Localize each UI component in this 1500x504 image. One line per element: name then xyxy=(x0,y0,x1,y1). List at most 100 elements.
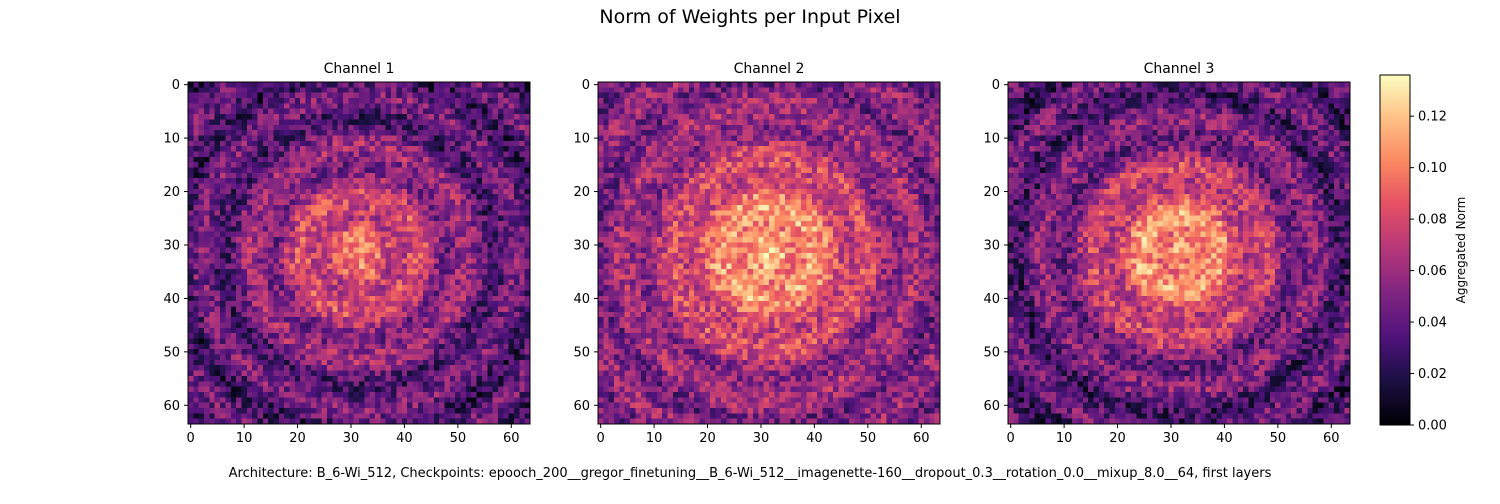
heatmap-cell xyxy=(263,285,269,291)
heatmap-cell xyxy=(828,87,834,93)
heatmap-cell xyxy=(461,178,467,184)
heatmap-cell xyxy=(263,114,269,120)
heatmap-cell xyxy=(455,194,461,200)
heatmap-cell xyxy=(833,135,839,141)
heatmap-cell xyxy=(306,205,312,211)
heatmap-cell xyxy=(204,371,210,377)
heatmap-cell xyxy=(252,387,258,393)
heatmap-cell xyxy=(402,200,408,206)
heatmap-cell xyxy=(705,141,711,147)
heatmap-cell xyxy=(225,119,231,125)
heatmap-cell xyxy=(343,312,349,318)
heatmap-cell xyxy=(455,157,461,163)
heatmap-cell xyxy=(716,119,722,125)
heatmap-cell xyxy=(188,178,194,184)
heatmap-cell xyxy=(412,237,418,243)
heatmap-cell xyxy=(263,269,269,275)
heatmap-cell xyxy=(268,173,274,179)
heatmap-cell xyxy=(423,253,429,259)
heatmap-cell xyxy=(279,280,285,286)
heatmap-cell xyxy=(855,109,861,115)
heatmap-cell xyxy=(498,119,504,125)
heatmap-cell xyxy=(215,226,221,232)
heatmap-cell xyxy=(598,146,604,152)
heatmap-cell xyxy=(252,360,258,366)
heatmap-cell xyxy=(209,146,215,152)
heatmap-cell xyxy=(929,93,935,99)
heatmap-cell xyxy=(300,178,306,184)
heatmap-cell xyxy=(461,317,467,323)
heatmap-cell xyxy=(375,397,381,403)
heatmap-cell xyxy=(220,269,226,275)
heatmap-cell xyxy=(635,98,641,104)
heatmap-cell xyxy=(348,226,354,232)
heatmap-cell xyxy=(322,93,328,99)
heatmap-cell xyxy=(445,413,451,419)
heatmap-cell xyxy=(268,397,274,403)
heatmap-cell xyxy=(498,157,504,163)
heatmap-cell xyxy=(833,130,839,136)
heatmap-cell xyxy=(332,200,338,206)
heatmap-cell xyxy=(402,285,408,291)
heatmap-cell xyxy=(204,200,210,206)
heatmap-cell xyxy=(188,216,194,222)
y-tick-label: 60 xyxy=(163,399,180,414)
heatmap-cell xyxy=(348,285,354,291)
heatmap-cell xyxy=(332,333,338,339)
heatmap-cell xyxy=(860,103,866,109)
heatmap-cell xyxy=(348,344,354,350)
heatmap-cell xyxy=(412,141,418,147)
heatmap-cell xyxy=(455,408,461,414)
heatmap-cell xyxy=(822,82,828,88)
heatmap-cell xyxy=(268,413,274,419)
heatmap-cell xyxy=(892,98,898,104)
heatmap-cell xyxy=(263,194,269,200)
heatmap-cell xyxy=(764,109,770,115)
heatmap-cell xyxy=(418,387,424,393)
heatmap-cell xyxy=(466,269,472,275)
heatmap-cell xyxy=(359,258,365,264)
heatmap-cell xyxy=(509,87,515,93)
heatmap-cell xyxy=(519,184,525,190)
heatmap-cell xyxy=(311,248,317,254)
heatmap-cell xyxy=(332,371,338,377)
heatmap-cell xyxy=(461,125,467,131)
heatmap-cell xyxy=(252,322,258,328)
heatmap-cell xyxy=(737,93,743,99)
heatmap-cell xyxy=(498,306,504,312)
heatmap-cell xyxy=(482,216,488,222)
heatmap-cell xyxy=(311,168,317,174)
heatmap-cell xyxy=(327,264,333,270)
heatmap-cell xyxy=(929,141,935,147)
heatmap-cell xyxy=(231,130,237,136)
heatmap-cell xyxy=(380,82,386,88)
heatmap-cell xyxy=(509,333,515,339)
heatmap-cell xyxy=(519,98,525,104)
heatmap-cell xyxy=(519,130,525,136)
heatmap-cell xyxy=(402,205,408,211)
heatmap-cell xyxy=(257,280,263,286)
heatmap-cell xyxy=(348,360,354,366)
heatmap-cell xyxy=(860,119,866,125)
heatmap-cell xyxy=(493,387,499,393)
heatmap-cell xyxy=(477,285,483,291)
heatmap-cell xyxy=(225,114,231,120)
heatmap-cell xyxy=(445,237,451,243)
heatmap-cell xyxy=(849,114,855,120)
heatmap-cell xyxy=(407,365,413,371)
heatmap-cell xyxy=(290,232,296,238)
heatmap-cell xyxy=(241,135,247,141)
heatmap-cell xyxy=(386,146,392,152)
heatmap-cell xyxy=(407,264,413,270)
heatmap-cell xyxy=(641,93,647,99)
heatmap-cell xyxy=(897,103,903,109)
heatmap-cell xyxy=(300,290,306,296)
heatmap-cell xyxy=(503,157,509,163)
heatmap-cell xyxy=(268,269,274,275)
heatmap-cell xyxy=(290,178,296,184)
heatmap-cell xyxy=(209,173,215,179)
heatmap-cell xyxy=(461,216,467,222)
heatmap-cell xyxy=(364,237,370,243)
heatmap-cell xyxy=(209,194,215,200)
heatmap-cell xyxy=(402,82,408,88)
